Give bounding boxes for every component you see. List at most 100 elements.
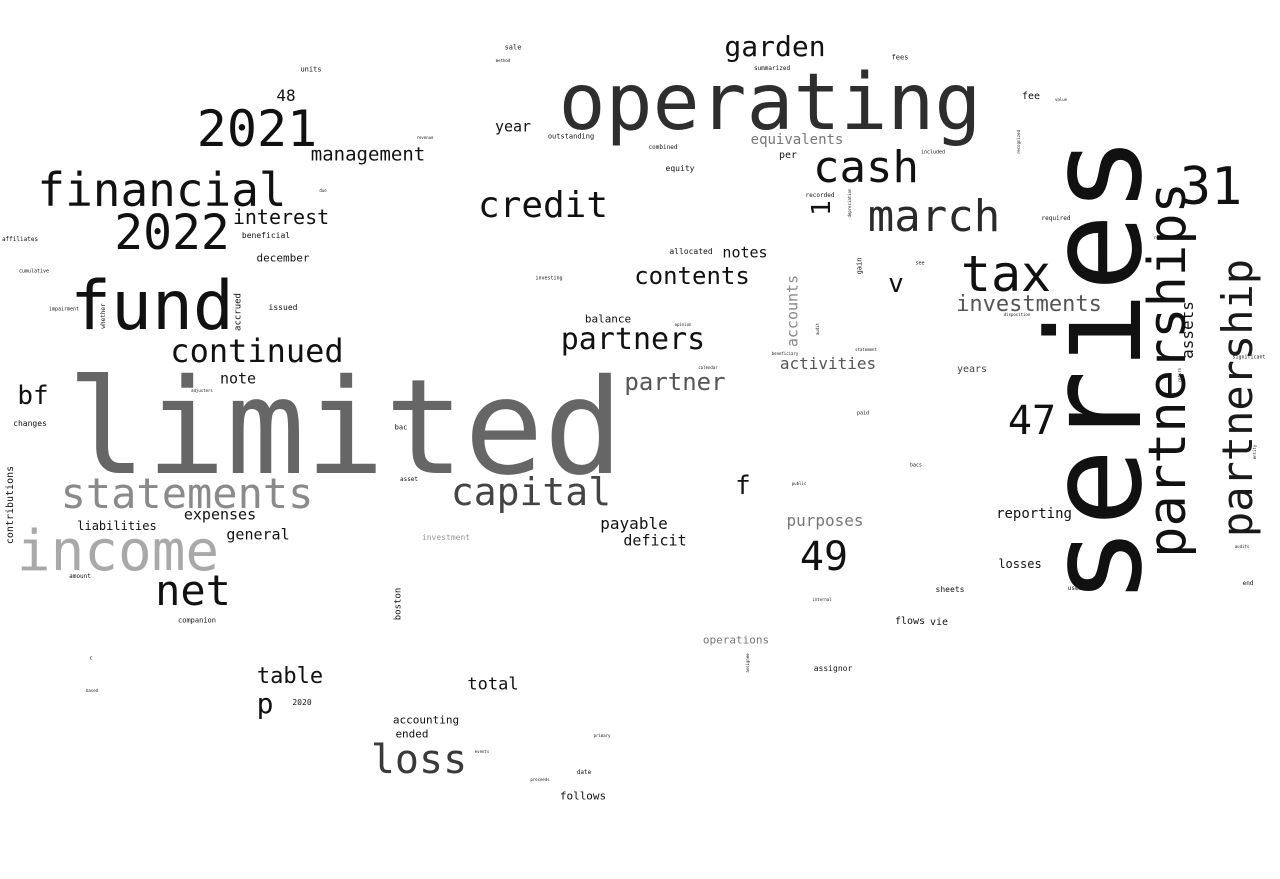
word-significant: significant xyxy=(1232,354,1266,361)
word-credit: credit xyxy=(477,185,609,226)
word-public: public xyxy=(791,481,807,486)
word-contents: contents xyxy=(634,262,750,290)
word-whether: whether xyxy=(100,303,107,329)
word-net: net xyxy=(155,566,231,615)
word-partner: partner xyxy=(624,368,726,396)
word-recognized: recognized xyxy=(1016,129,1021,155)
word-flows: flows xyxy=(894,616,926,627)
word-cumulative: cumulative xyxy=(18,268,50,275)
word-capital: capital xyxy=(450,470,612,514)
word-operating: operating xyxy=(558,58,982,148)
word-calendar: calendar xyxy=(698,365,718,370)
word-bf: bf xyxy=(17,381,49,411)
word-cash: cash xyxy=(813,142,919,193)
word-equivalents: equivalents xyxy=(750,132,844,148)
word-amount: amount xyxy=(69,573,91,580)
word-disposition: disposition xyxy=(1003,312,1031,317)
word-note: note xyxy=(219,369,257,388)
word-partnership: partnership xyxy=(1213,258,1262,538)
word-summarized: summarized xyxy=(753,65,791,72)
word-revenue: revenue xyxy=(416,135,434,140)
word-due: due xyxy=(319,188,327,193)
word-assets: assets xyxy=(1178,301,1197,359)
word-garden: garden xyxy=(724,30,826,63)
word-v: v xyxy=(888,269,904,299)
word-49: 49 xyxy=(799,534,849,580)
word-accrued: accrued xyxy=(233,293,244,331)
word-used: used xyxy=(1067,585,1083,592)
word-follows: follows xyxy=(559,789,607,803)
word-total: total xyxy=(467,674,519,695)
word-recorded: recorded xyxy=(805,192,835,199)
word-accounting: accounting xyxy=(392,713,460,727)
word-based: based xyxy=(85,688,99,693)
word-march: march xyxy=(867,191,1001,242)
word-losses: losses xyxy=(998,557,1042,571)
word-sale: sale xyxy=(504,43,522,52)
word-investments: investments xyxy=(956,292,1102,317)
word-balance: balance xyxy=(584,312,632,326)
word-asset: asset xyxy=(399,476,419,483)
word-assignor: assignor xyxy=(813,664,853,673)
word-table: table xyxy=(256,664,324,689)
word-allocated: allocated xyxy=(669,247,713,256)
word-value: value xyxy=(1054,97,1068,102)
word-companion: companion xyxy=(178,616,216,625)
word-general: general xyxy=(226,525,290,544)
word-liabilities: liabilities xyxy=(77,519,157,533)
word-opinion: opinion xyxy=(674,322,692,327)
word-1: 1 xyxy=(807,200,837,216)
word-bacs: bacs xyxy=(909,462,923,469)
word-impairment: impairment xyxy=(48,306,80,313)
word-2022: 2022 xyxy=(114,205,230,261)
word-affiliates: affiliates xyxy=(1,236,39,243)
word-gain: gain xyxy=(855,257,864,275)
word-outstanding: outstanding xyxy=(547,132,595,141)
word-vie: vie xyxy=(929,617,949,628)
word-events: events xyxy=(474,749,490,754)
word-see: see xyxy=(915,260,925,267)
word-operations: operations xyxy=(702,633,770,647)
word-continued: continued xyxy=(170,332,344,370)
word-notes: notes xyxy=(722,243,768,262)
word-years: years xyxy=(956,364,988,375)
word-primary: primary xyxy=(593,733,611,738)
word-2020: 2020 xyxy=(292,698,312,707)
word-investing: investing xyxy=(535,275,563,282)
word-beneficiary: beneficiary xyxy=(771,351,799,356)
word-units: units xyxy=(300,65,322,74)
word-fund: fund xyxy=(70,267,234,346)
word-included: included xyxy=(920,149,946,156)
word-reporting: reporting xyxy=(996,506,1072,522)
word-beneficial: beneficial xyxy=(241,231,291,240)
word-required: required xyxy=(1041,215,1071,222)
word-bac: bac xyxy=(394,423,408,432)
word-audits: audits xyxy=(1234,544,1250,549)
word-combined: combined xyxy=(648,144,678,151)
word-statement: statement xyxy=(855,347,877,352)
word-accounts: accounts xyxy=(783,274,802,348)
word-boston: boston xyxy=(393,587,404,621)
word-entity: entity xyxy=(1252,444,1257,460)
word-adjusters: adjusters xyxy=(191,388,213,393)
word-paid: paid xyxy=(856,410,870,417)
word-sheets: sheets xyxy=(935,585,965,594)
word-investment: investment xyxy=(421,533,471,542)
word-48: 48 xyxy=(276,86,296,105)
word-depreciation: depreciation xyxy=(847,188,852,218)
word-partners: partners xyxy=(560,322,706,357)
word-changes: changes xyxy=(13,419,47,428)
word-december: december xyxy=(256,251,310,265)
word-internal: internal xyxy=(812,597,832,602)
word-method: method xyxy=(495,58,511,63)
word-end: end xyxy=(1242,580,1254,587)
word-management: management xyxy=(310,143,426,166)
word-related: related xyxy=(1153,235,1171,240)
word-purposes: purposes xyxy=(786,511,864,530)
word-2021: 2021 xyxy=(196,100,318,158)
word-fee: fee xyxy=(1021,91,1041,102)
word-date: date xyxy=(576,769,592,776)
word-limited: limited xyxy=(66,351,624,505)
word-activities: activities xyxy=(779,354,877,373)
